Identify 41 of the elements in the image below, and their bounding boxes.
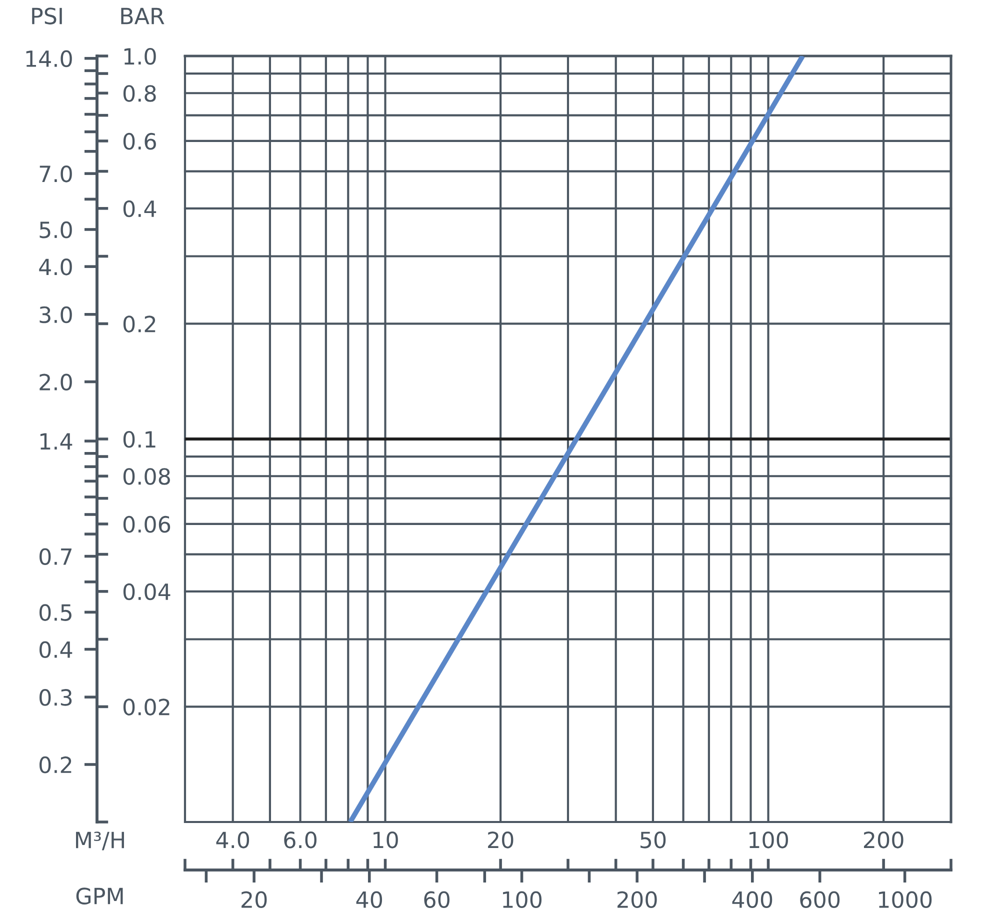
x-tick-label: 60 bbox=[424, 891, 450, 908]
y-tick-label: 4.0 bbox=[39, 258, 72, 276]
x-tick-label: 1000 bbox=[878, 891, 932, 908]
y-tick-label: 3.0 bbox=[40, 306, 72, 324]
y-tick-label: 1.0 bbox=[124, 48, 156, 65]
x-tick-label: 400 bbox=[732, 891, 772, 908]
y-tick-label: 0.3 bbox=[40, 689, 72, 706]
x-tick-label: 50 bbox=[640, 832, 666, 848]
y-tick-label: 0.4 bbox=[123, 200, 156, 218]
x-tick-label: 4.0 bbox=[216, 832, 250, 848]
y-tick-label: 0.08 bbox=[123, 468, 170, 485]
y-tick-label: 0.4 bbox=[40, 641, 72, 658]
y-tick-label: 5.0 bbox=[40, 221, 72, 238]
y-tick-label: 14.0 bbox=[26, 50, 72, 68]
x-tick-label: 200 bbox=[618, 891, 657, 908]
x-tick-label: 40 bbox=[356, 891, 382, 908]
y-tick-label: 0.2 bbox=[123, 316, 156, 332]
x-tick-label: 20 bbox=[488, 832, 514, 848]
y-tick-label: 0.1 bbox=[123, 430, 156, 448]
y-tick-label: 0.06 bbox=[123, 516, 170, 533]
y-tick-label: 0.04 bbox=[123, 583, 170, 600]
x-tick-label: 600 bbox=[800, 891, 840, 908]
y-tick-label: 0.6 bbox=[123, 132, 156, 150]
x-tick-label: 10 bbox=[374, 832, 398, 848]
x-tick-label: 20 bbox=[242, 891, 267, 908]
x-axis-title: M³/H bbox=[76, 832, 124, 850]
x-tick-label: 6.0 bbox=[284, 832, 316, 848]
y-tick-label: 7.0 bbox=[40, 166, 72, 182]
y-axis-title: BAR bbox=[121, 8, 164, 24]
x-tick-label: 100 bbox=[749, 832, 788, 848]
x-tick-label: 100 bbox=[503, 891, 542, 908]
y-tick-label: 1.4 bbox=[40, 433, 72, 450]
y-axis-title: PSI bbox=[32, 8, 62, 24]
x-axis-title: GPM bbox=[76, 888, 123, 904]
y-tick-label: 0.7 bbox=[40, 548, 72, 566]
y-tick-label: 0.8 bbox=[123, 85, 156, 102]
y-tick-label: 0.5 bbox=[40, 604, 72, 621]
x-tick-label: 200 bbox=[864, 832, 904, 848]
y-tick-label: 0.2 bbox=[40, 756, 72, 774]
y-tick-label: 0.02 bbox=[123, 698, 170, 716]
y-tick-label: 2.0 bbox=[40, 374, 72, 391]
